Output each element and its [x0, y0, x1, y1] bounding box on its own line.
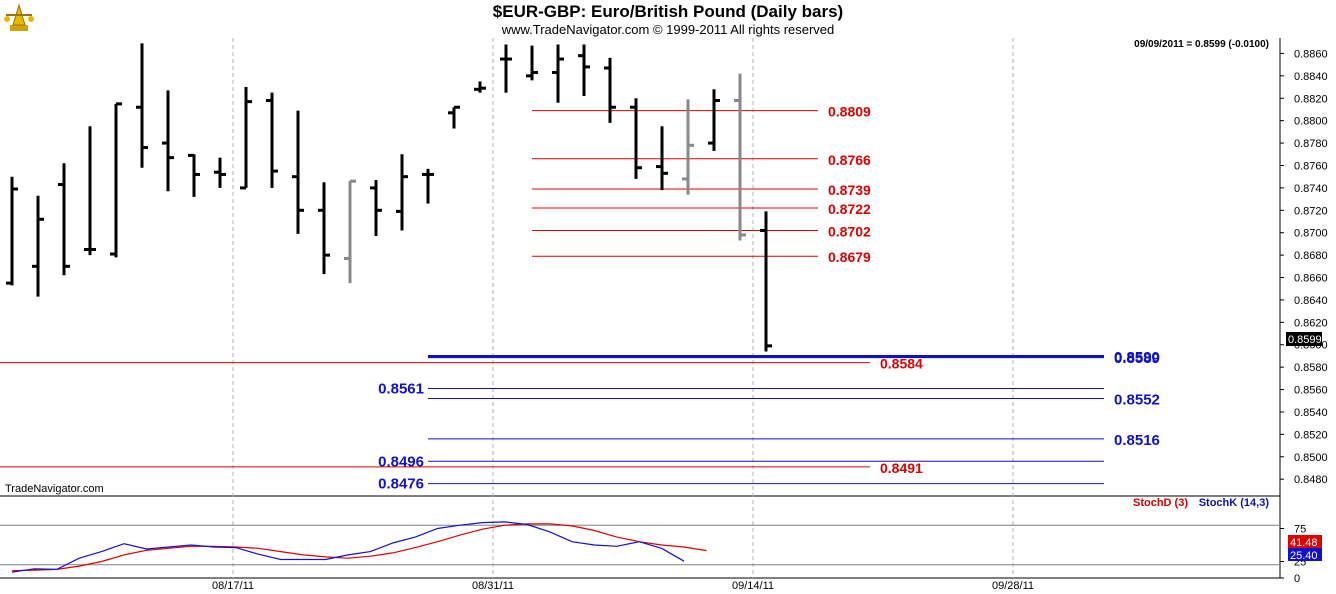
ohlc-bar — [422, 168, 434, 204]
ohlc-bar — [474, 81, 486, 93]
ohlc-bar — [526, 45, 538, 81]
legend-stochk: StochK (14,3) — [1199, 497, 1270, 509]
date-axis: 08/17/11 08/31/11 09/14/11 09/28/11 — [212, 580, 1034, 592]
price-tick-label: 0.8500 — [1294, 452, 1328, 464]
level-label: 0.8809 — [828, 104, 871, 120]
stochd-value-badge — [1288, 535, 1322, 548]
logo-icon — [4, 3, 34, 31]
price-tick-label: 0.8700 — [1294, 228, 1328, 240]
stochd-value-label: 41.48 — [1290, 537, 1318, 549]
price-tick-label: 0.8660 — [1294, 273, 1328, 285]
ohlc-bar — [266, 92, 278, 188]
ohlc-bar — [318, 182, 330, 275]
ohlc-bar — [84, 126, 96, 256]
chart-title: $EUR-GBP: Euro/British Pound (Daily bars… — [493, 2, 843, 21]
ohlc-bar — [110, 102, 122, 258]
stochk-value-badge — [1288, 548, 1322, 561]
stochk-line — [11, 521, 685, 573]
ohlc-bar — [214, 157, 226, 188]
ohlc-bar — [682, 99, 694, 195]
ohlc-bar — [734, 73, 746, 241]
level-label: 0.8589 — [1114, 350, 1160, 367]
ohlc-bar — [552, 44, 564, 103]
level-lines: 0.8809 0.8766 0.8739 0.8722 0.8702 0.8679 0.85… — [0, 104, 1160, 493]
ohlc-bar — [188, 153, 200, 197]
date-tick-label: 08/31/11 — [472, 580, 514, 592]
stochd-line — [11, 523, 707, 572]
stochk-value-label: 25.40 — [1290, 550, 1318, 562]
copyright-text: www.TradeNavigator.com © 1999-2011 All r… — [501, 22, 835, 37]
ohlc-bar — [32, 195, 44, 297]
ohlc-bar — [630, 98, 642, 179]
date-tick-label: 09/28/11 — [992, 580, 1034, 592]
ohlc-bar — [344, 179, 356, 284]
last-price-label: 0.8599 — [1288, 334, 1322, 346]
level-label: 0.8739 — [828, 182, 871, 198]
level-label: 0.8766 — [828, 152, 871, 168]
price-tick-label: 0.8560 — [1294, 385, 1328, 397]
ohlc-bar — [58, 163, 70, 276]
price-tick-label: 0.8520 — [1294, 429, 1328, 441]
grid-lines — [0, 38, 1281, 579]
level-label: 0.8552 — [1114, 392, 1160, 409]
price-tick-label: 0.8680 — [1294, 250, 1328, 262]
ohlc-bar — [136, 43, 148, 168]
last-price-badge — [1286, 332, 1322, 346]
price-tick-label: 0.8480 — [1294, 474, 1328, 486]
price-tick-label: 0.8860 — [1294, 48, 1328, 60]
ohlc-bar — [162, 90, 174, 192]
ohlc-bar — [578, 44, 590, 97]
stochastic-panel — [11, 521, 707, 573]
ohlc-bar — [292, 110, 304, 234]
ohlc-bar — [370, 180, 382, 237]
price-tick-label: 0.8640 — [1294, 295, 1328, 307]
ohlc-bar — [6, 176, 18, 286]
ohlc-bar — [396, 154, 408, 231]
level-label: 0.8584 — [880, 356, 923, 372]
level-label: 0.8702 — [828, 223, 871, 239]
level-label: 0.8496 — [378, 453, 424, 470]
level-label: 0.8516 — [1114, 432, 1160, 449]
level-label: 0.8476 — [378, 476, 424, 493]
price-tick-label: 0.8780 — [1294, 138, 1328, 150]
price-tick-label: 0.8840 — [1294, 71, 1328, 83]
date-tick-label: 09/14/11 — [732, 580, 774, 592]
price-axis: 0.8860 0.8840 0.8820 0.8800 0.8780 0.8760 0.87… — [1280, 48, 1328, 585]
ohlc-bar — [708, 89, 720, 151]
price-tick-label: 0.8740 — [1294, 183, 1328, 195]
ohlc-bars — [6, 43, 772, 352]
level-label: 0.8722 — [828, 201, 871, 217]
level-label: 0.8561 — [378, 380, 424, 397]
ohlc-bar — [500, 44, 512, 93]
stoch-tick-label: 0 — [1294, 573, 1300, 585]
price-tick-label: 0.8800 — [1294, 116, 1328, 128]
price-tick-label: 0.8720 — [1294, 205, 1328, 217]
date-tick-label: 08/17/11 — [212, 580, 254, 592]
ohlc-bar — [760, 211, 772, 352]
ohlc-bar — [448, 105, 460, 129]
price-tick-label: 0.8820 — [1294, 93, 1328, 105]
legend-stochd: StochD (3) — [1133, 497, 1188, 509]
ohlc-bar — [240, 87, 252, 190]
ohlc-bar — [604, 57, 616, 123]
level-label: 0.8491 — [880, 460, 923, 476]
price-tick-label: 0.8540 — [1294, 407, 1328, 419]
last-price-info: 09/09/2011 = 0.8599 (-0.0100) — [1134, 39, 1269, 50]
price-tick-label: 0.8580 — [1294, 362, 1328, 374]
ohlc-bar — [656, 126, 668, 191]
level-label: 0.8679 — [828, 249, 871, 265]
price-tick-label: 0.8620 — [1294, 317, 1328, 329]
stoch-tick-label: 75 — [1294, 524, 1306, 536]
watermark-text: TradeNavigator.com — [5, 483, 104, 495]
level-label: 0.8590 — [1114, 349, 1160, 366]
price-tick-label: 0.8760 — [1294, 160, 1328, 172]
